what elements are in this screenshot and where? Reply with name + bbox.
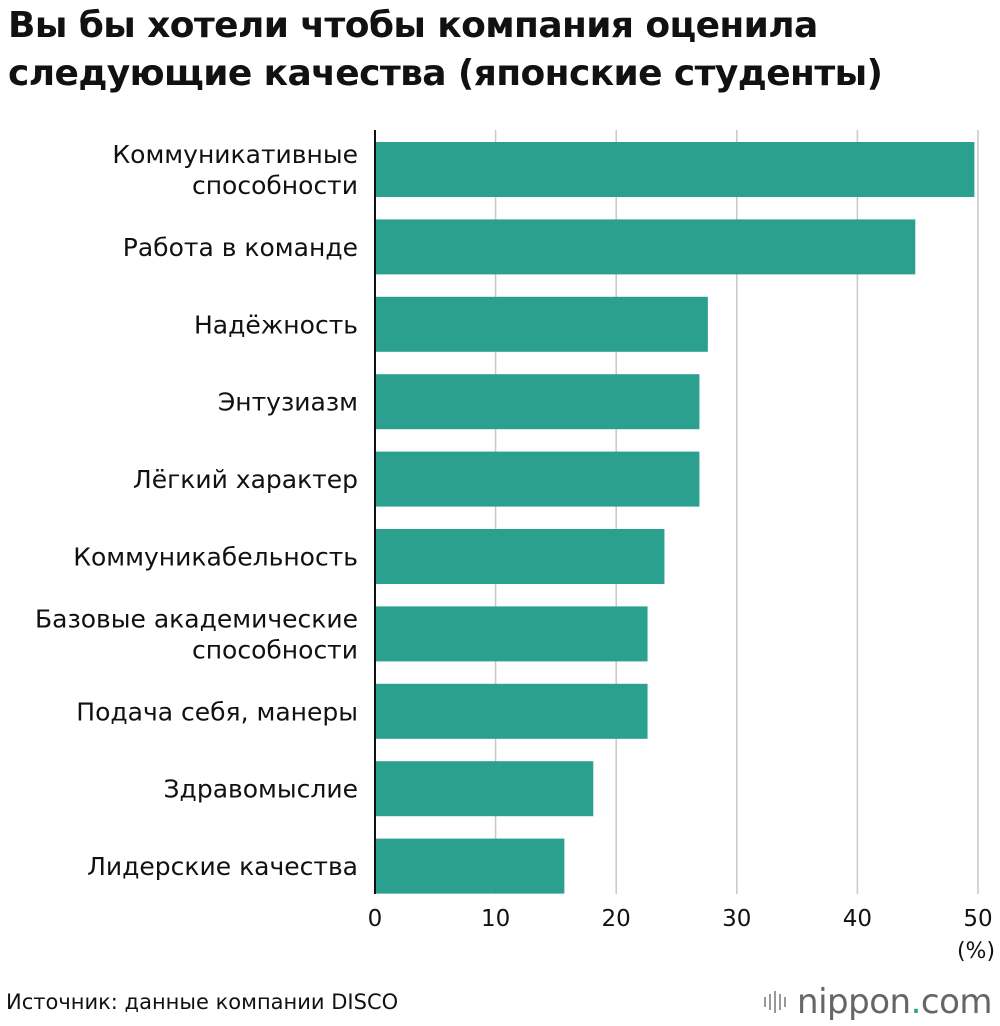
- x-tick-label-2: 20: [602, 906, 631, 932]
- x-tick-label-3: 30: [722, 906, 751, 932]
- bar-9: [375, 838, 565, 894]
- category-label-0: Коммуникативные способности: [112, 140, 358, 200]
- bar-2: [375, 296, 708, 352]
- category-label-6: Базовые академические способности: [35, 604, 358, 664]
- x-tick-label-5: 50: [963, 906, 992, 932]
- bar-1: [375, 219, 916, 275]
- nippon-logo: nippon.com: [764, 982, 993, 1022]
- logo-mark-icon: [764, 991, 789, 1013]
- x-tick-label-0: 0: [368, 906, 383, 932]
- bar-7: [375, 683, 648, 739]
- category-label-1: Работа в команде: [123, 233, 358, 262]
- x-tick-label-4: 40: [843, 906, 872, 932]
- bar-3: [375, 374, 700, 430]
- bar-6: [375, 606, 648, 662]
- bar-0: [375, 142, 975, 197]
- chart-title: Вы бы хотели чтобы компания оценила след…: [8, 5, 883, 94]
- category-label-3: Энтузиазм: [218, 388, 358, 417]
- category-label-5: Коммуникабельность: [73, 543, 358, 572]
- category-label-7: Подача себя, манеры: [76, 697, 358, 726]
- logo-wordmark: nippon.com: [797, 982, 992, 1022]
- source-note: Источник: данные компании DISCO: [6, 990, 399, 1014]
- category-label-4: Лёгкий характер: [133, 465, 358, 494]
- category-label-2: Надёжность: [194, 310, 358, 339]
- bar-5: [375, 529, 665, 584]
- bar-chart: Коммуникативные способности Работа в коман…: [35, 130, 995, 964]
- x-tick-labels: 0 10 20 30 40 50: [368, 906, 993, 932]
- bar-4: [375, 451, 700, 507]
- bars: [375, 142, 975, 894]
- x-tick-label-1: 10: [481, 906, 510, 932]
- x-unit-label: (%): [957, 939, 995, 964]
- category-label-8: Здравомыслие: [164, 775, 358, 804]
- bar-8: [375, 761, 594, 817]
- category-label-9: Лидерские качества: [87, 852, 358, 881]
- category-labels: Коммуникативные способности Работа в коман…: [35, 140, 358, 881]
